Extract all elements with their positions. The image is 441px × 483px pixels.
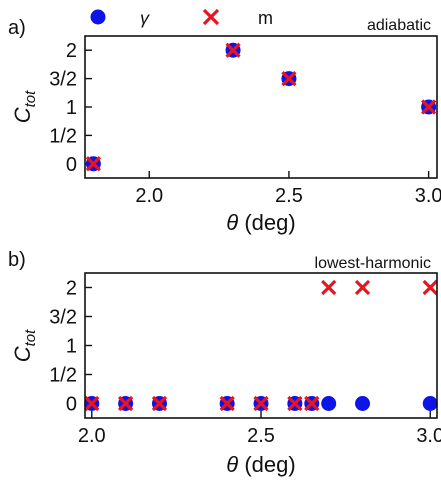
legend-label-gamma: γ bbox=[140, 8, 150, 28]
point-m bbox=[85, 156, 102, 172]
panel-b-xlabel: θ (deg) bbox=[226, 452, 295, 477]
x-tick-label: 2.0 bbox=[78, 425, 106, 447]
panel-a-xlabel: θ (deg) bbox=[226, 210, 295, 235]
panel-b-points bbox=[84, 279, 438, 412]
y-tick-label: 1 bbox=[66, 336, 77, 358]
legend: γ m bbox=[90, 8, 273, 28]
legend-marker-m bbox=[202, 8, 220, 26]
point-gamma bbox=[422, 396, 438, 411]
point-m bbox=[281, 70, 297, 87]
legend-marker-gamma bbox=[90, 9, 106, 25]
point-m bbox=[287, 395, 303, 412]
panel-b-frame bbox=[84, 272, 438, 419]
panel-a-annotation: adiabatic bbox=[367, 17, 431, 34]
point-m bbox=[225, 42, 241, 58]
panel-b: b) lowest-harmonic 0 1/2 1 3/2 2 2.0 2.5 3.0 C… bbox=[8, 249, 441, 477]
point-m bbox=[253, 395, 269, 412]
y-tick-label: 3/2 bbox=[49, 69, 77, 91]
panel-a-points bbox=[85, 42, 437, 172]
legend-label-m: m bbox=[258, 8, 273, 28]
panel-b-tag: b) bbox=[8, 249, 26, 271]
point-gamma bbox=[355, 396, 371, 411]
y-tick-label: 1/2 bbox=[49, 365, 77, 387]
x-tick-label: 2.5 bbox=[275, 185, 303, 207]
x-tick-label: 3.0 bbox=[415, 185, 441, 207]
y-tick-label: 1/2 bbox=[49, 125, 77, 147]
point-m bbox=[354, 279, 371, 296]
point-m bbox=[84, 395, 100, 412]
y-tick-label: 2 bbox=[66, 40, 77, 62]
point-m bbox=[304, 395, 320, 412]
point-m bbox=[117, 395, 134, 412]
panel-b-y-ticks: 0 1/2 1 3/2 2 bbox=[49, 278, 92, 416]
point-m bbox=[422, 279, 438, 296]
point-m bbox=[219, 395, 235, 412]
panel-a-x-ticks: 2.0 2.5 3.0 bbox=[135, 171, 441, 207]
panel-a-frame bbox=[84, 35, 438, 179]
panel-b-x-ticks: 2.0 2.5 3.0 bbox=[78, 411, 441, 447]
y-tick-label: 2 bbox=[66, 278, 77, 300]
point-m bbox=[151, 395, 168, 412]
panel-a-tag: a) bbox=[8, 17, 26, 39]
y-tick-label: 3/2 bbox=[49, 307, 77, 329]
panel-a: a) adiabatic 0 1/2 1 3/2 2 2.0 2.5 3.0 Ctot θ … bbox=[8, 17, 441, 235]
panel-a-ylabel: Ctot bbox=[10, 90, 39, 123]
x-tick-label: 2.5 bbox=[247, 425, 275, 447]
point-m bbox=[420, 99, 437, 115]
y-tick-label: 1 bbox=[66, 97, 77, 119]
panel-b-annotation: lowest-harmonic bbox=[315, 255, 431, 272]
point-m bbox=[321, 279, 337, 296]
y-tick-label: 0 bbox=[66, 154, 77, 176]
x-tick-label: 2.0 bbox=[135, 185, 163, 207]
panel-b-ylabel: Ctot bbox=[10, 329, 39, 362]
y-tick-label: 0 bbox=[66, 394, 77, 416]
panel-a-y-ticks: 0 1/2 1 3/2 2 bbox=[49, 40, 92, 176]
point-gamma bbox=[321, 396, 337, 411]
x-tick-label: 3.0 bbox=[416, 425, 441, 447]
